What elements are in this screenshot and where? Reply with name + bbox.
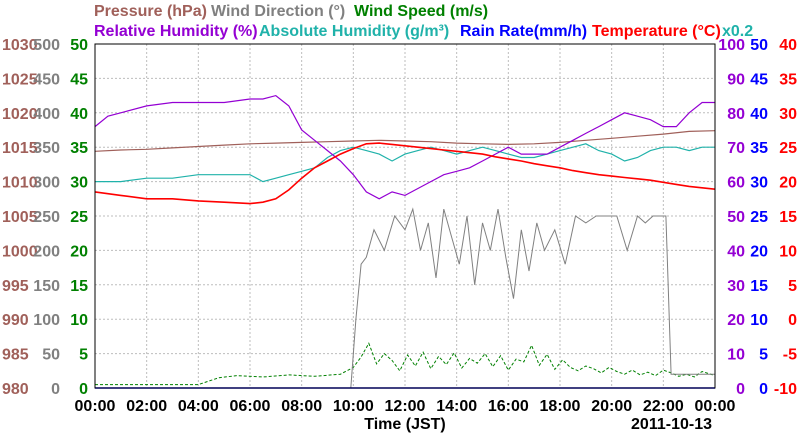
series-line-relative-humidity xyxy=(94,94,715,200)
x-tick-label: 02:00 xyxy=(126,398,167,415)
y-tick-temperature: 5 xyxy=(788,278,797,295)
x-tick-label: 00:00 xyxy=(75,398,116,415)
y-tick-rain-rate: 25 xyxy=(750,209,768,226)
y-tick-pressure: 990 xyxy=(2,312,29,329)
x-tick-label: 10:00 xyxy=(333,398,374,415)
legend-wind-speed: Wind Speed (m/s) xyxy=(354,3,488,20)
series-line-wind-direction xyxy=(95,207,715,389)
y-tick-wind-direction: 0 xyxy=(51,381,60,398)
y-tick-relative-humidity: 70 xyxy=(727,140,745,157)
y-tick-rain-rate: 50 xyxy=(750,37,768,54)
y-tick-temperature: 10 xyxy=(779,243,797,260)
y-tick-rain-rate: 15 xyxy=(750,278,768,295)
y-tick-relative-humidity: 100 xyxy=(718,37,745,54)
series-line-pressure xyxy=(94,130,716,152)
legend-wind-direction: Wind Direction (°) xyxy=(211,3,345,20)
y-tick-wind-direction: 300 xyxy=(33,175,60,192)
y-tick-rain-rate: 20 xyxy=(750,243,768,260)
y-tick-temperature: 40 xyxy=(779,37,797,54)
y-tick-pressure: 1010 xyxy=(2,175,38,192)
y-tick-wind-speed: 0 xyxy=(79,381,88,398)
y-tick-wind-direction: 100 xyxy=(33,312,60,329)
y-tick-wind-speed: 30 xyxy=(70,175,88,192)
y-tick-temperature: 0 xyxy=(788,312,797,329)
y-tick-temperature: 30 xyxy=(779,106,797,123)
x-tick-label: 14:00 xyxy=(436,398,477,415)
y-tick-relative-humidity: 50 xyxy=(727,209,745,226)
legend-relative-humidity: Relative Humidity (%) xyxy=(94,23,258,40)
y-tick-wind-speed: 5 xyxy=(79,347,88,364)
y-tick-pressure: 1005 xyxy=(2,209,38,226)
y-tick-pressure: 1000 xyxy=(2,243,38,260)
y-tick-rain-rate: 45 xyxy=(750,71,768,88)
y-tick-pressure: 980 xyxy=(2,381,29,398)
legend-x02: x0.2 xyxy=(722,23,753,40)
y-tick-temperature: -10 xyxy=(774,381,797,398)
legend-pressure: Pressure (hPa) xyxy=(94,3,207,20)
y-tick-rain-rate: 10 xyxy=(750,312,768,329)
y-tick-relative-humidity: 10 xyxy=(727,347,745,364)
y-tick-wind-direction: 500 xyxy=(33,37,60,54)
x-tick-label: 22:00 xyxy=(643,398,684,415)
x-tick-label: 00:00 xyxy=(695,398,736,415)
y-tick-wind-speed: 35 xyxy=(70,140,88,157)
y-tick-rain-rate: 5 xyxy=(759,347,768,364)
y-tick-wind-direction: 200 xyxy=(33,243,60,260)
y-tick-wind-speed: 10 xyxy=(70,312,88,329)
y-tick-wind-direction: 400 xyxy=(33,106,60,123)
y-tick-relative-humidity: 90 xyxy=(727,71,745,88)
x-tick-label: 12:00 xyxy=(385,398,426,415)
y-tick-temperature: 25 xyxy=(779,140,797,157)
y-tick-wind-direction: 150 xyxy=(33,278,60,295)
y-tick-wind-speed: 40 xyxy=(70,106,88,123)
y-tick-rain-rate: 35 xyxy=(750,140,768,157)
y-tick-pressure: 1020 xyxy=(2,106,38,123)
legend-temperature: Temperature (°C) xyxy=(592,23,721,40)
legend-absolute-humidity: Absolute Humidity (g/m³) xyxy=(259,23,449,40)
legend-rain-rate: Rain Rate(mm/h) xyxy=(460,23,587,40)
y-tick-temperature: 20 xyxy=(779,175,797,192)
x-tick-label: 04:00 xyxy=(178,398,219,415)
y-tick-rain-rate: 40 xyxy=(750,106,768,123)
y-tick-temperature: -5 xyxy=(783,347,797,364)
y-tick-wind-speed: 25 xyxy=(70,209,88,226)
y-tick-wind-speed: 15 xyxy=(70,278,88,295)
y-tick-relative-humidity: 60 xyxy=(727,175,745,192)
y-tick-wind-speed: 45 xyxy=(70,71,88,88)
x-tick-label: 16:00 xyxy=(488,398,529,415)
plot-frame xyxy=(94,43,716,389)
y-tick-pressure: 1030 xyxy=(2,37,38,54)
y-tick-pressure: 985 xyxy=(2,347,29,364)
y-tick-temperature: 15 xyxy=(779,209,797,226)
date-label: 2011-10-13 xyxy=(631,416,712,433)
x-tick-label: 06:00 xyxy=(230,398,271,415)
y-tick-wind-speed: 50 xyxy=(70,37,88,54)
y-tick-relative-humidity: 0 xyxy=(736,381,745,398)
y-tick-temperature: 35 xyxy=(779,71,797,88)
y-tick-pressure: 995 xyxy=(2,278,29,295)
y-tick-wind-speed: 20 xyxy=(70,243,88,260)
x-tick-label: 20:00 xyxy=(591,398,632,415)
y-tick-rain-rate: 0 xyxy=(759,381,768,398)
series-line-temperature xyxy=(94,142,716,205)
axis-tick-labels: 1030102510201015101010051000995990985980… xyxy=(2,37,797,415)
y-tick-wind-direction: 350 xyxy=(33,140,60,157)
series-line-wind-speed xyxy=(95,342,716,386)
y-tick-wind-direction: 250 xyxy=(33,209,60,226)
y-tick-wind-direction: 50 xyxy=(42,347,60,364)
y-tick-pressure: 1025 xyxy=(2,71,38,88)
y-tick-rain-rate: 30 xyxy=(750,175,768,192)
x-tick-label: 18:00 xyxy=(540,398,581,415)
y-tick-relative-humidity: 80 xyxy=(727,106,745,123)
y-tick-pressure: 1015 xyxy=(2,140,38,157)
y-tick-relative-humidity: 20 xyxy=(727,312,745,329)
chart-legend: Pressure (hPa) Wind Direction (°) Wind S… xyxy=(94,3,753,40)
x-tick-label: 08:00 xyxy=(281,398,322,415)
y-tick-relative-humidity: 30 xyxy=(727,278,745,295)
x-axis-title: Time (JST) xyxy=(364,416,446,433)
y-tick-wind-direction: 450 xyxy=(33,71,60,88)
y-tick-relative-humidity: 40 xyxy=(727,243,745,260)
